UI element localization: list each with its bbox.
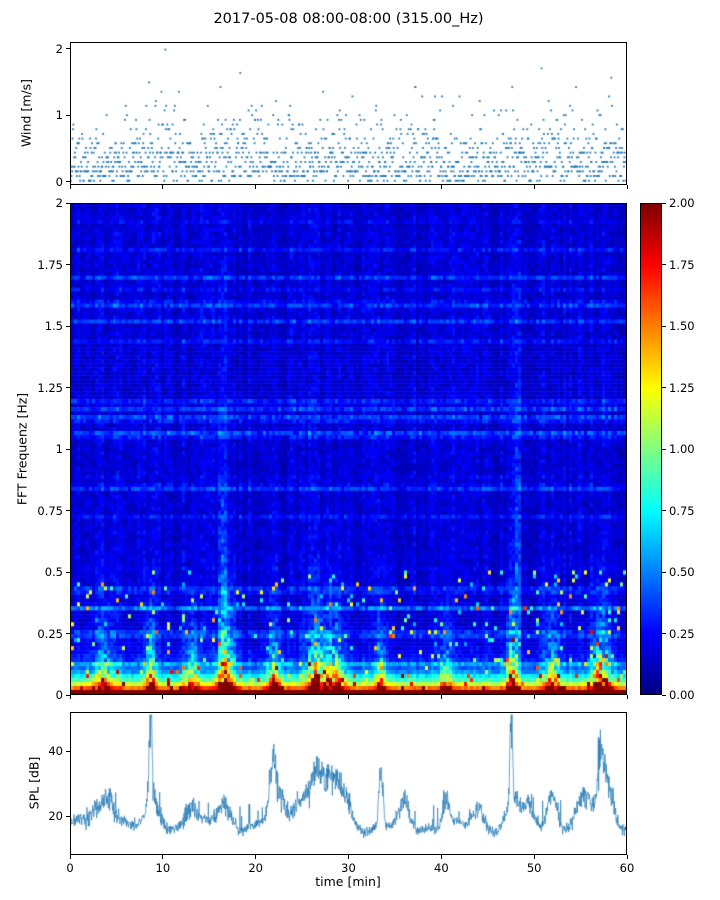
tick-mark	[533, 185, 535, 189]
x-tick-label: 50	[526, 861, 542, 875]
tick-mark	[66, 202, 70, 204]
x-tick-label: 20	[248, 861, 263, 875]
wind-ytick-label: 1	[55, 108, 63, 123]
tick-mark	[626, 695, 628, 699]
tick-mark	[440, 855, 442, 859]
tick-mark	[662, 694, 666, 696]
x-tick-label: 0	[66, 861, 74, 875]
tick-mark	[66, 510, 70, 511]
tick-mark	[255, 695, 257, 699]
colorbar-tick-label: 1.50	[669, 319, 695, 333]
spectrogram-canvas	[71, 204, 626, 694]
tick-mark	[66, 181, 70, 183]
tick-mark	[662, 325, 666, 327]
tick-mark	[162, 695, 164, 699]
colorbar-tick-label: 2.00	[669, 196, 695, 210]
spectrogram-ytick-label: 0.25	[37, 626, 63, 641]
colorbar-tick-label: 0.50	[669, 565, 695, 579]
x-tick-label: 40	[434, 861, 449, 875]
wind-ytick-label: 0	[55, 174, 63, 189]
spectrogram-ytick-label: 1.25	[37, 380, 63, 395]
spl-y-axis-label: SPL [dB]	[26, 756, 42, 810]
tick-mark	[348, 695, 349, 699]
tick-mark	[440, 695, 442, 699]
tick-mark	[626, 185, 628, 189]
tick-mark	[255, 855, 257, 859]
tick-mark	[66, 571, 70, 573]
tick-mark	[533, 855, 535, 859]
spectrogram-ytick-label: 0.75	[37, 503, 63, 518]
tick-mark	[348, 185, 349, 189]
tick-mark	[66, 815, 70, 817]
figure-title: 2017-05-08 08:00-08:00 (315.00_Hz)	[213, 11, 484, 27]
tick-mark	[162, 185, 164, 189]
spl-ytick-label: 20	[48, 809, 63, 823]
x-tick-label: 60	[619, 861, 635, 875]
spl-ytick-label: 40	[48, 744, 63, 758]
colorbar	[640, 203, 662, 695]
tick-mark	[69, 185, 71, 189]
wind-scatter-canvas	[71, 43, 626, 184]
colorbar-tick-label: 0.75	[669, 503, 695, 518]
tick-mark	[662, 264, 666, 265]
tick-mark	[162, 855, 164, 859]
wind-y-axis-label: Wind [m/s]	[18, 78, 34, 148]
tick-mark	[66, 750, 70, 752]
tick-mark	[662, 448, 666, 450]
colorbar-tick-label: 1.75	[669, 257, 695, 272]
tick-mark	[66, 387, 70, 388]
spl-line-plot	[70, 712, 627, 855]
tick-mark	[533, 695, 535, 699]
tick-mark	[66, 264, 70, 265]
spectrogram-ytick-label: 1.75	[37, 257, 63, 272]
spectrogram-y-axis-label: FFT Frequenz [Hz]	[14, 392, 30, 506]
tick-mark	[69, 695, 71, 699]
tick-mark	[66, 114, 70, 116]
tick-mark	[662, 202, 666, 204]
spectrogram-ytick-label: 0	[55, 688, 63, 702]
tick-mark	[662, 387, 666, 388]
tick-mark	[66, 633, 70, 634]
tick-mark	[662, 571, 666, 573]
spectrogram-ytick-label: 2	[55, 196, 63, 210]
tick-mark	[626, 855, 628, 859]
tick-mark	[348, 855, 349, 859]
wind-ytick-label: 2	[55, 41, 63, 56]
spectrogram-ytick-label: 0.5	[44, 565, 63, 579]
wind-scatter-plot	[70, 42, 627, 185]
tick-mark	[69, 855, 71, 859]
tick-mark	[255, 185, 257, 189]
tick-mark	[662, 510, 666, 511]
spectrogram-plot	[70, 203, 627, 695]
x-tick-label: 10	[155, 861, 171, 875]
colorbar-tick-label: 1.25	[669, 380, 695, 395]
colorbar-tick-label: 1.00	[669, 442, 695, 456]
tick-mark	[66, 48, 70, 50]
spl-line-canvas	[71, 713, 626, 854]
tick-mark	[66, 448, 70, 450]
x-tick-label: 30	[341, 861, 356, 875]
colorbar-tick-label: 0.25	[669, 626, 695, 641]
tick-mark	[662, 633, 666, 634]
spectrogram-ytick-label: 1.5	[44, 319, 63, 333]
tick-mark	[66, 694, 70, 696]
tick-mark	[66, 325, 70, 327]
spectrogram-ytick-label: 1	[55, 442, 63, 456]
x-axis-label: time [min]	[315, 874, 381, 889]
colorbar-canvas	[641, 204, 661, 694]
tick-mark	[440, 185, 442, 189]
colorbar-tick-label: 0.00	[669, 688, 695, 702]
